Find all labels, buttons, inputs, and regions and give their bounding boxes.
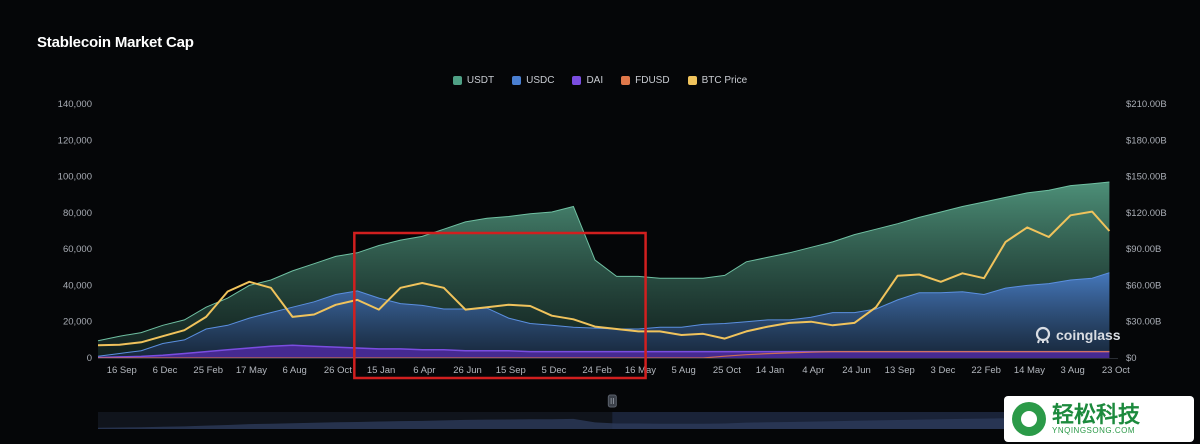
y-left-tick-label: 40,000: [63, 280, 92, 291]
x-tick-label: 26 Oct: [324, 365, 352, 376]
legend-swatch: [572, 76, 582, 85]
y-left-tick-label: 60,000: [63, 244, 92, 255]
legend-label: USDC: [526, 75, 555, 86]
legend-swatch: [512, 76, 522, 85]
y-left-tick-label: 0: [87, 353, 92, 364]
chart-legend: USDT USDC DAI FDUSD BTC Price: [0, 75, 1200, 86]
y-right-tick-label: $0: [1126, 353, 1137, 364]
legend-swatch: [687, 76, 697, 85]
btc-price-line: [97, 210, 1111, 347]
coinglass-brand-text: coinglass: [1056, 327, 1121, 343]
y-right-tick-label: $90.00B: [1126, 244, 1161, 255]
y-right-tick-label: $60.00B: [1126, 280, 1161, 291]
site-watermark: 轻松科技 YNQINGSONG.COM: [1004, 396, 1194, 442]
legend-label: BTC Price: [701, 75, 748, 86]
x-tick-label: 25 Oct: [713, 365, 741, 376]
legend-label: USDT: [466, 75, 495, 86]
navigator-area: [98, 417, 1118, 429]
watermark-main-text: 轻松科技: [1052, 401, 1141, 427]
x-tick-label: 16 May: [625, 365, 656, 376]
y-right-tick-label: $210.00B: [1126, 99, 1167, 110]
x-tick-label: 15 Jan: [367, 365, 396, 376]
x-tick-label: 15 Sep: [496, 365, 526, 376]
usdc-area: [98, 272, 1110, 358]
x-tick-label: 5 Aug: [671, 365, 695, 376]
legend-swatch: [452, 76, 462, 85]
x-tick-label: 25 Feb: [193, 365, 223, 376]
legend-item-usdt[interactable]: USDT: [452, 75, 495, 86]
x-tick-label: 13 Sep: [885, 365, 915, 376]
x-tick-label: 14 May: [1014, 365, 1045, 376]
x-tick-label: 16 Sep: [107, 365, 137, 376]
x-tick-label: 6 Aug: [282, 365, 306, 376]
watermark-logo-icon: [1012, 402, 1046, 436]
chart-title: Stablecoin Market Cap: [37, 34, 194, 51]
legend-label: DAI: [586, 75, 604, 86]
y-right-tick-label: $150.00B: [1126, 172, 1167, 183]
y-right-tick-label: $120.00B: [1126, 208, 1167, 219]
x-tick-label: 23 Oct: [1102, 365, 1130, 376]
y-right-tick-label: $180.00B: [1126, 135, 1167, 146]
usdt-line: [97, 181, 1110, 342]
y-left-tick-label: 20,000: [63, 317, 92, 328]
legend-label: FDUSD: [635, 75, 670, 86]
coinglass-brand: coinglass: [1034, 326, 1121, 344]
x-tick-label: 6 Dec: [153, 365, 178, 376]
legend-item-usdc[interactable]: USDC: [512, 75, 554, 86]
coinglass-logo-icon: [1035, 326, 1051, 344]
legend-item-fdusd[interactable]: FDUSD: [621, 75, 670, 86]
highlight-box: [353, 231, 647, 380]
x-tick-label: 3 Aug: [1060, 365, 1084, 376]
x-tick-label: 3 Dec: [931, 365, 956, 376]
y-left-tick-label: 140,000: [58, 99, 92, 110]
watermark-sub-text: YNQINGSONG.COM: [1052, 425, 1136, 435]
x-tick-label: 5 Dec: [542, 365, 567, 376]
x-tick-label: 17 May: [236, 365, 267, 376]
y-left-tick-label: 120,000: [58, 135, 92, 146]
x-tick-label: 6 Apr: [413, 365, 435, 376]
legend-item-btc-price[interactable]: BTC Price: [687, 75, 748, 86]
y-left-tick-label: 80,000: [63, 208, 92, 219]
y-right-tick-label: $30.00B: [1126, 317, 1161, 328]
navigator-handle: [607, 394, 617, 408]
legend-swatch: [621, 76, 631, 85]
x-tick-label: 24 Feb: [582, 365, 612, 376]
legend-item-dai[interactable]: DAI: [572, 75, 603, 86]
x-tick-label: 22 Feb: [971, 365, 1001, 376]
y-left-tick-label: 100,000: [58, 172, 92, 183]
x-tick-label: 4 Apr: [802, 365, 824, 376]
x-tick-label: 24 Jun: [842, 365, 871, 376]
x-tick-label: 26 Jun: [453, 365, 482, 376]
x-tick-label: 14 Jan: [756, 365, 785, 376]
